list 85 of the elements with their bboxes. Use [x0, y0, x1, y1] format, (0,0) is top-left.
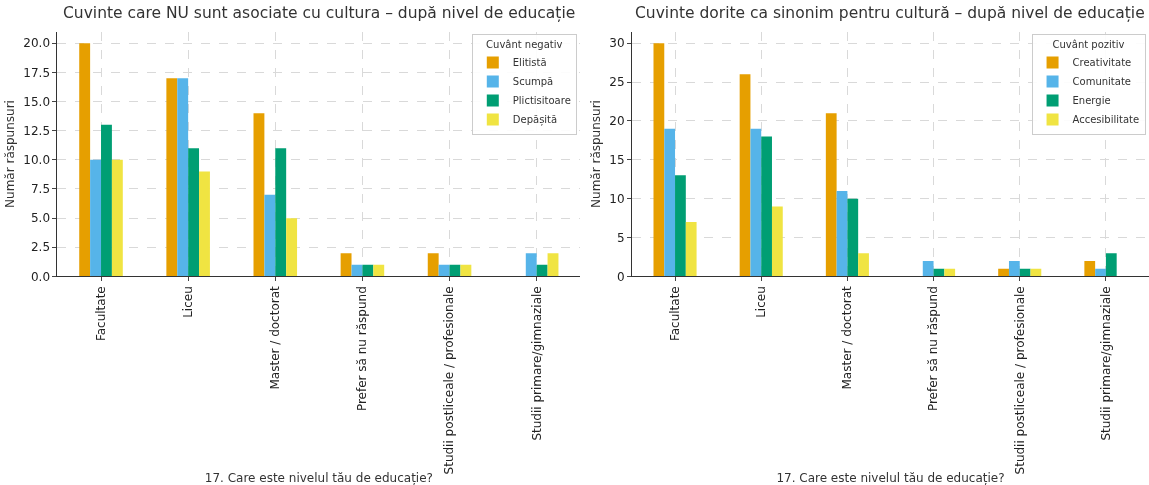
bar	[177, 78, 189, 277]
x-axis-title: 17. Care este nivelul tău de educație?	[776, 471, 1005, 485]
legend-title: Cuvânt negativ	[486, 38, 563, 50]
legend-label: Creativitate	[1072, 57, 1132, 69]
bar	[664, 128, 676, 277]
bar	[1084, 260, 1096, 277]
y-tick-label: 5.0	[30, 211, 51, 226]
y-tick-label: 25	[609, 75, 625, 90]
bar	[1095, 268, 1106, 277]
y-tick-label: 7.5	[30, 182, 51, 197]
bar	[739, 74, 751, 277]
bar	[825, 113, 837, 277]
chart-title: Cuvinte care NU sunt asociate cu cultura – după nivel de educație	[63, 4, 576, 22]
y-axis-title: Număr răspunsuri	[588, 100, 603, 208]
bar	[188, 148, 200, 277]
legend-title: Cuvânt pozitiv	[1052, 38, 1125, 50]
bar	[547, 253, 559, 277]
x-tick-label: Master / doctorat	[840, 285, 855, 390]
bar	[525, 253, 537, 277]
bar	[90, 159, 102, 277]
x-axis-title: 17. Care este nivelul tău de educație?	[204, 471, 433, 485]
bar	[771, 206, 783, 277]
bar	[427, 253, 439, 277]
x-tick-label: Liceu	[754, 286, 769, 318]
y-tick-label: 20	[609, 114, 625, 129]
bar	[286, 218, 298, 277]
bar	[653, 43, 665, 277]
bar	[101, 124, 112, 277]
legend-label: Energie	[1072, 95, 1111, 107]
bar	[998, 268, 1009, 277]
bar	[847, 198, 859, 277]
y-tick-label: 17.5	[23, 65, 51, 80]
bar	[536, 264, 548, 277]
x-tick-label: Studii postliceale / profesionale	[442, 286, 457, 475]
bar	[836, 190, 848, 277]
bar	[922, 260, 934, 277]
bar	[944, 268, 956, 277]
bar	[362, 264, 374, 277]
bar	[340, 253, 352, 277]
x-tick-label: Studii postliceale / profesionale	[1012, 286, 1027, 475]
y-tick-label: 15	[609, 153, 625, 168]
x-tick-label: Studii primare/gimnaziale	[529, 286, 544, 441]
y-tick-label: 0	[616, 269, 625, 284]
legend-label: Depășită	[512, 114, 558, 127]
y-tick-label: 5	[616, 230, 625, 245]
bar	[264, 194, 276, 277]
x-tick-label: Prefer să nu răspund	[926, 286, 941, 412]
bar	[1019, 268, 1031, 277]
legend-label: Scumpă	[512, 76, 554, 88]
bar	[1008, 260, 1020, 277]
y-tick-label: 0.0	[30, 269, 51, 284]
legend-label: Plictisitoare	[512, 95, 571, 107]
y-axis-title: Număr răspunsuri	[2, 100, 17, 208]
bar	[675, 175, 686, 277]
x-tick-label: Master / doctorat	[268, 285, 283, 390]
bar	[166, 78, 178, 277]
x-tick-label: Facultate	[93, 286, 108, 342]
chart-title: Cuvinte dorite ca sinonim pentru cultură – după nivel de educație	[635, 4, 1145, 22]
legend-label: Accesibilitate	[1072, 114, 1140, 126]
bar	[1105, 253, 1117, 277]
bar	[460, 264, 472, 277]
bar	[199, 171, 210, 277]
x-tick-label: Prefer să nu răspund	[355, 286, 370, 412]
y-tick-label: 15.0	[23, 94, 51, 109]
y-tick-label: 10	[609, 191, 625, 206]
bar	[275, 148, 287, 277]
y-tick-label: 30	[609, 36, 625, 51]
bar	[111, 159, 123, 277]
bar	[373, 264, 385, 277]
y-tick-label: 2.5	[30, 240, 51, 255]
y-tick-label: 12.5	[23, 123, 51, 138]
bar	[253, 113, 265, 277]
bar	[750, 128, 762, 277]
bar	[685, 222, 697, 277]
y-tick-label: 20.0	[23, 36, 51, 51]
y-tick-label: 10.0	[23, 153, 51, 168]
bar	[858, 253, 869, 277]
x-tick-label: Studii primare/gimnaziale	[1098, 286, 1113, 441]
bar	[79, 43, 91, 277]
x-tick-label: Facultate	[667, 286, 682, 342]
x-tick-label: Liceu	[181, 286, 196, 318]
bar	[761, 136, 772, 277]
legend-label: Comunitate	[1072, 76, 1131, 88]
legend-label: Elitistă	[512, 57, 547, 69]
bar	[438, 264, 450, 277]
